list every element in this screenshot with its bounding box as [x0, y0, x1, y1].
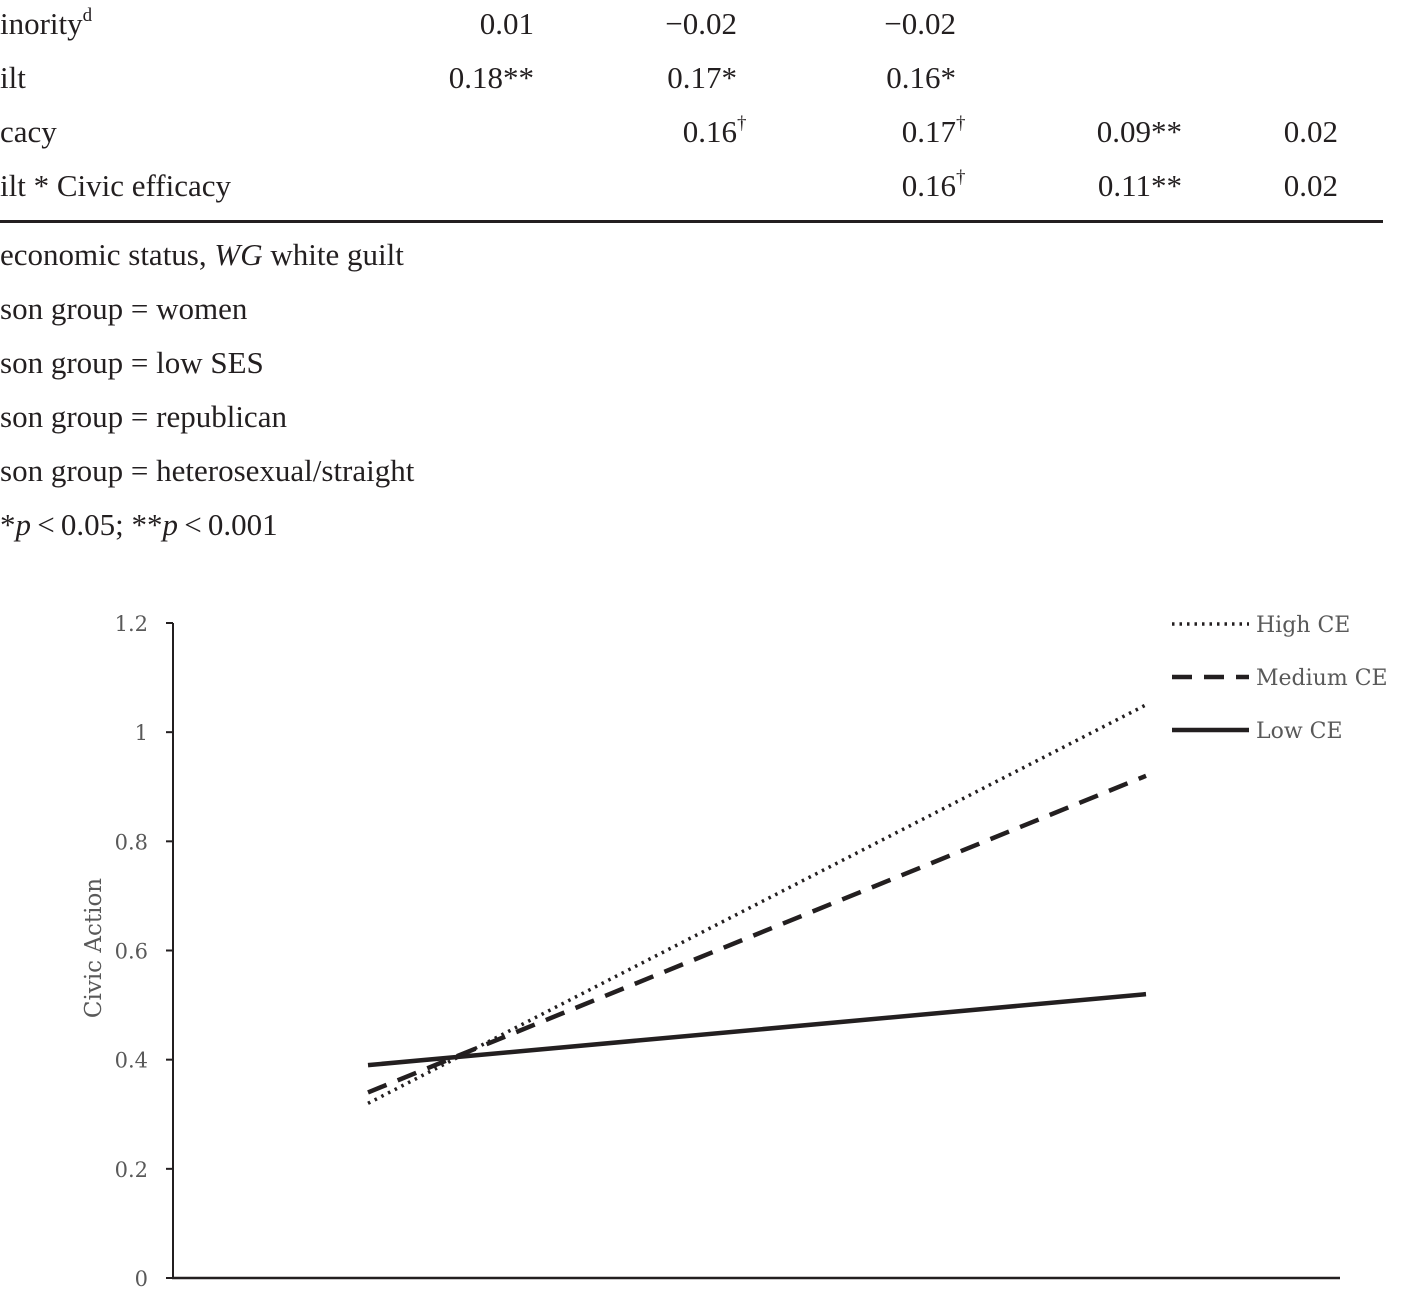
y-axis-label: Civic Action — [81, 878, 107, 1018]
table-cell: 0.16† — [901, 166, 966, 203]
legend-label: Medium CE — [1256, 666, 1388, 691]
table-note-party: son group = republican — [0, 399, 287, 434]
legend-label: High CE — [1256, 613, 1350, 638]
y-tick-label: 0.6 — [115, 940, 148, 964]
row-label: cacy — [0, 114, 57, 149]
row-label: inorityd — [0, 4, 93, 41]
table-cell: 0.01 — [479, 6, 534, 41]
y-tick-label: 0.4 — [115, 1049, 148, 1073]
table-note-orientation: son group = heterosexual/straight — [0, 453, 415, 488]
table-note-ses: son group = low SES — [0, 345, 264, 380]
table-cell: 0.17† — [901, 112, 966, 149]
table-cell: 0.02 — [1283, 114, 1338, 149]
row-label: ilt — [0, 60, 26, 95]
table-cell: 0.17* — [667, 60, 737, 95]
table-cell: 0.11** — [1097, 168, 1182, 203]
table-cell: 0.02 — [1283, 168, 1338, 203]
table-cell: −0.02 — [665, 6, 737, 41]
table-note-abbr-wg: WG — [214, 237, 263, 272]
table-bottom-rule — [0, 220, 1383, 223]
y-tick-label: 0.8 — [115, 830, 148, 854]
table-cell: 0.16* — [886, 60, 956, 95]
y-tick-label: 1 — [135, 721, 148, 745]
table-cell: 0.16† — [682, 112, 747, 149]
table-cell: 0.18** — [448, 60, 534, 95]
legend-label: Low CE — [1256, 719, 1343, 744]
table-cell: −0.02 — [884, 6, 956, 41]
table-cell: 0.09** — [1096, 114, 1182, 149]
table-note-abbreviations: economic status, WG white guilt — [0, 237, 404, 272]
series-line-medium-ce — [367, 773, 1147, 1095]
series-line-low-ce — [367, 991, 1147, 1068]
interaction-line-chart: 0 0.2 0.4 0.6 0.8 1 1.2 Civic Action High CE Me… — [81, 612, 1388, 1291]
series-line-high-ce — [367, 703, 1147, 1105]
y-tick-label: 0 — [135, 1267, 148, 1291]
table-note-gender: son group = women — [0, 291, 248, 326]
row-label: ilt * Civic efficacy — [0, 168, 231, 203]
table-note-significance: *p < 0.05; **p < 0.001 — [0, 507, 278, 542]
y-tick-label: 1.2 — [115, 612, 148, 636]
y-tick-label: 0.2 — [115, 1158, 148, 1182]
